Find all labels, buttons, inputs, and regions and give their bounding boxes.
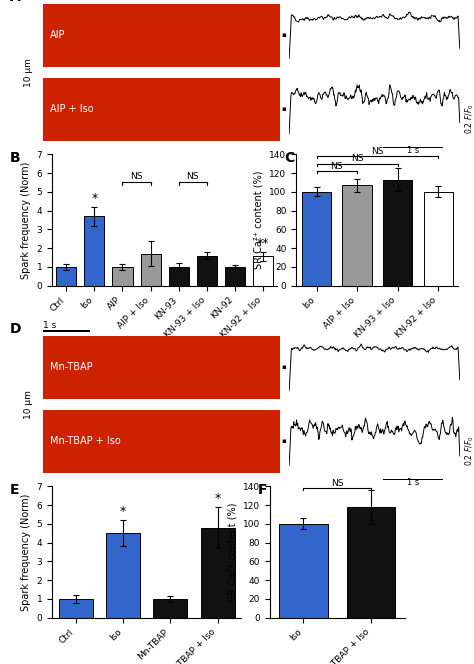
Text: A: A	[9, 0, 20, 4]
Bar	[342, 185, 372, 286]
Text: F: F	[258, 483, 267, 497]
Text: 10 μm: 10 μm	[24, 58, 33, 87]
Bar	[302, 192, 331, 286]
Text: AIP + Iso: AIP + Iso	[50, 104, 93, 114]
Text: NS: NS	[351, 154, 363, 163]
Text: 1 s: 1 s	[407, 146, 419, 155]
Bar	[169, 267, 189, 286]
Bar	[153, 599, 187, 618]
Text: AIP: AIP	[50, 31, 65, 41]
Text: 0.2 $F/F_0$: 0.2 $F/F_0$	[464, 104, 474, 134]
Text: ▪: ▪	[282, 365, 286, 371]
Text: ▪: ▪	[282, 33, 286, 39]
Text: NS: NS	[330, 162, 343, 171]
Text: **: **	[257, 236, 269, 250]
Bar	[201, 527, 235, 618]
Bar	[423, 192, 453, 286]
Bar	[84, 216, 104, 286]
Text: Mn-TBAP: Mn-TBAP	[50, 363, 92, 373]
Text: 1 s: 1 s	[407, 478, 419, 487]
Text: 10 μm: 10 μm	[24, 390, 33, 419]
Bar	[383, 179, 412, 286]
Bar	[140, 254, 161, 286]
Text: 1 s: 1 s	[43, 321, 56, 329]
Bar	[197, 256, 217, 286]
Text: NS: NS	[187, 173, 199, 181]
Text: Mn-TBAP + Iso: Mn-TBAP + Iso	[50, 436, 120, 446]
Text: E: E	[9, 483, 19, 497]
Text: 0.2 $F/F_0$: 0.2 $F/F_0$	[464, 436, 474, 466]
Text: ▪: ▪	[282, 106, 286, 112]
Text: NS: NS	[331, 479, 344, 487]
Text: B: B	[9, 151, 20, 165]
Text: ▪: ▪	[282, 438, 286, 444]
Bar	[225, 267, 245, 286]
Y-axis label: SR Ca²⁺ content (%): SR Ca²⁺ content (%)	[227, 503, 237, 601]
Bar	[112, 267, 133, 286]
Bar	[279, 524, 328, 618]
Bar	[106, 533, 140, 618]
Text: NS: NS	[371, 147, 383, 155]
Text: *: *	[120, 505, 126, 518]
Bar	[346, 507, 395, 618]
Text: *: *	[215, 491, 221, 505]
Bar	[253, 256, 273, 286]
Y-axis label: Spark frequency (Norm): Spark frequency (Norm)	[21, 493, 31, 611]
Text: *: *	[91, 191, 98, 205]
Y-axis label: Spark frequency (Norm): Spark frequency (Norm)	[21, 161, 31, 279]
Bar	[59, 599, 93, 618]
Text: NS: NS	[130, 173, 143, 181]
Y-axis label: SR Ca²⁺ content (%): SR Ca²⁺ content (%)	[254, 171, 264, 269]
Bar	[56, 267, 76, 286]
Text: C: C	[284, 151, 295, 165]
Text: D: D	[9, 322, 21, 336]
